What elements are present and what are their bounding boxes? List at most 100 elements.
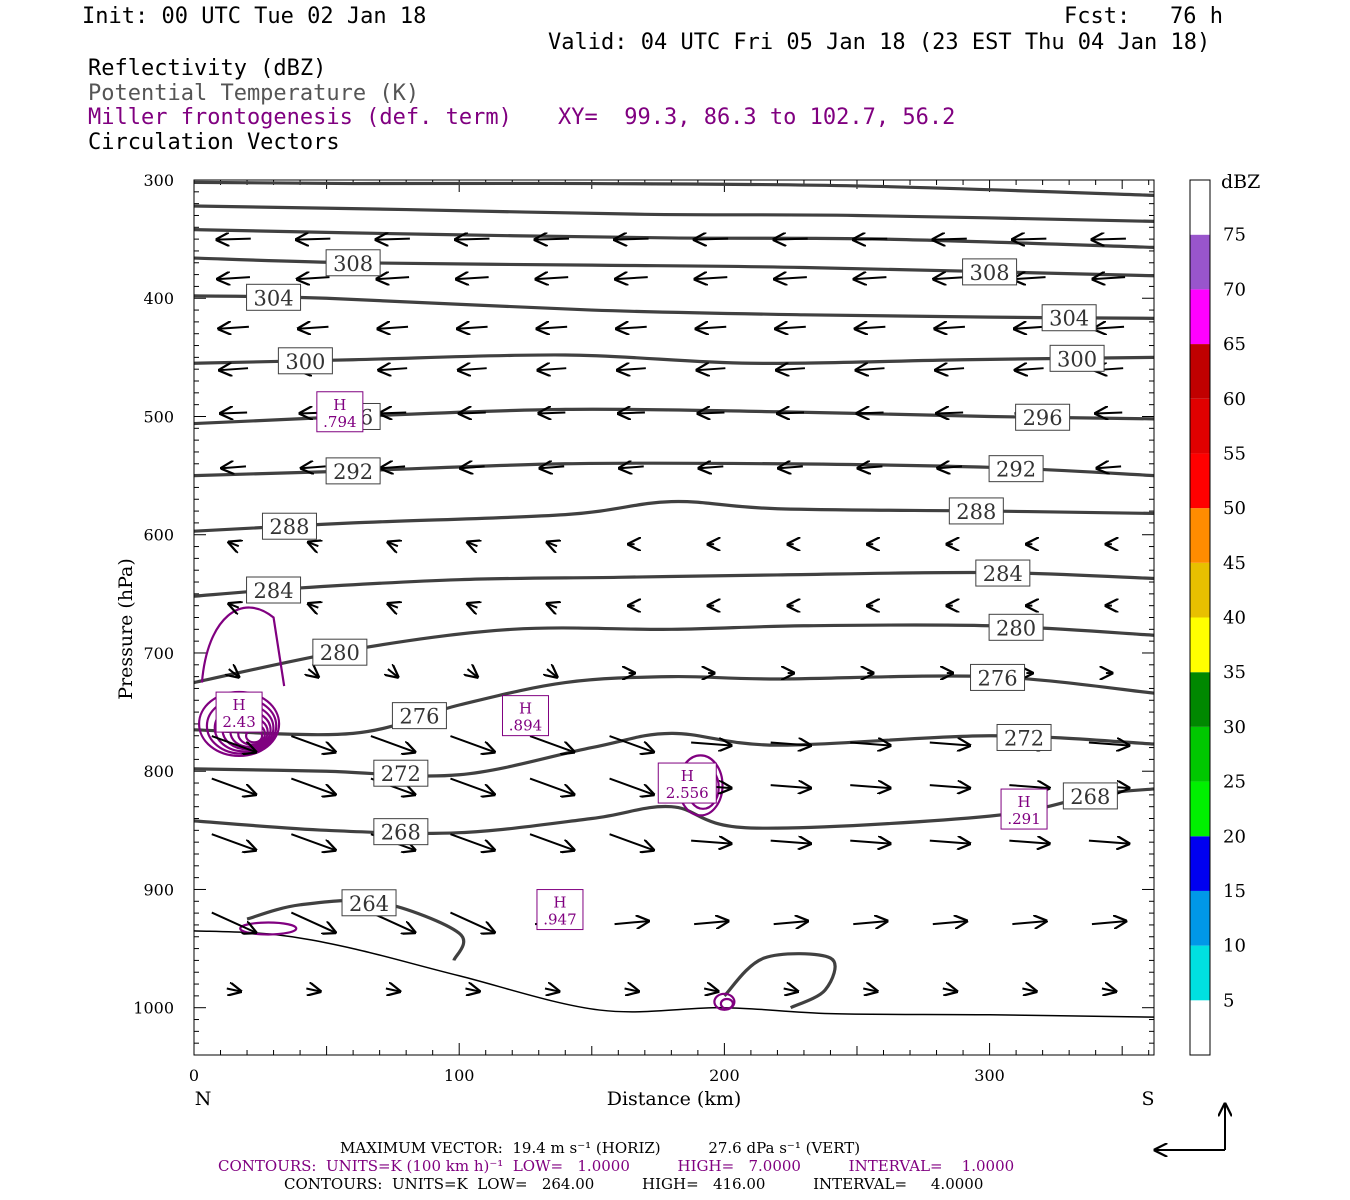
x-tick-label: 0 (189, 1066, 199, 1085)
colorbar-cell (1190, 453, 1210, 509)
theta-contour-label: 284 (246, 576, 302, 604)
colorbar-cell (1190, 398, 1210, 454)
circulation-vector-arrow (695, 277, 728, 279)
y-tick-label: 600 (143, 526, 174, 545)
circulation-vector-arrow (376, 239, 410, 240)
circulation-vector-arrow (1097, 466, 1122, 468)
svg-text:H: H (519, 700, 532, 718)
axis-ticks: 300 400 500 600 700 800 900 1000 0 100 200 300 (133, 171, 1154, 1085)
circulation-vector-arrow (932, 921, 967, 924)
theta-contour-label: 284 (975, 559, 1031, 587)
svg-text:280: 280 (320, 641, 360, 665)
theta-contour-label: 292 (325, 457, 381, 485)
colorbar-level-label: 55 (1223, 443, 1246, 464)
svg-text:2.556: 2.556 (666, 784, 709, 802)
theta-contour-label: 280 (312, 638, 368, 666)
circulation-vector-arrow (694, 239, 729, 240)
circulation-vector-arrow (222, 466, 247, 468)
circulation-vector-arrow (290, 833, 335, 850)
circulation-vector-arrow (459, 412, 486, 413)
frontogenesis-max-label: H.794 (316, 391, 364, 433)
circulation-vector-arrow (298, 327, 329, 329)
circulation-vector-arrow (535, 239, 570, 240)
circulation-vector-arrow (450, 777, 494, 795)
colorbar-level-label: 15 (1223, 881, 1246, 902)
x-tick-label: 200 (709, 1066, 740, 1085)
field-circulation-vectors: Circulation Vectors (88, 130, 340, 155)
circulation-vector-arrow (217, 239, 251, 240)
theta-contour-label: 300 (277, 347, 333, 375)
footer-contours-frontogenesis: CONTOURS: UNITS=K (100 km h)⁻¹ LOW= 1.00… (218, 1157, 1015, 1175)
cross-section-endpoints: XY= 99.3, 86.3 to 102.7, 56.2 (558, 105, 956, 130)
svg-text:272: 272 (1004, 726, 1044, 750)
theta-contour-label: 268 (373, 818, 429, 846)
colorbar-cell (1190, 890, 1210, 946)
valid-time: Valid: 04 UTC Fri 05 Jan 18 (23 EST Thu … (548, 30, 1211, 55)
circulation-vector-arrow (377, 277, 410, 279)
svg-text:268: 268 (381, 821, 421, 845)
theta-contour-line (194, 228, 1154, 249)
circulation-vector-arrow (450, 735, 494, 752)
circulation-vector-arrow (450, 911, 494, 933)
circulation-vector-arrow (1014, 327, 1045, 329)
circulation-vector-arrow (609, 777, 654, 795)
svg-text:296: 296 (1023, 406, 1063, 430)
colorbar-level-label: 25 (1223, 772, 1246, 793)
frontogenesis-max-label: H.947 (536, 889, 584, 931)
colorbar-cell (1190, 289, 1210, 345)
circulation-vector-arrow (1088, 841, 1129, 844)
svg-text:300: 300 (285, 350, 325, 374)
theta-contour-label: 276 (391, 702, 447, 730)
circulation-vector-arrow (529, 833, 574, 850)
circulation-vector-arrow (934, 277, 967, 279)
svg-text:292: 292 (333, 460, 373, 484)
circulation-vector-arrow (935, 327, 965, 329)
circulation-vector-arrow (619, 466, 644, 468)
theta-contour-label: 308 (325, 249, 381, 277)
theta-contour-label: 268 (1062, 782, 1118, 810)
colorbar-level-label: 60 (1223, 389, 1246, 410)
plot-frame (193, 179, 1155, 1056)
circulation-vector-arrow (381, 466, 406, 468)
circulation-vector-arrow (370, 735, 415, 752)
colorbar-title: dBZ (1221, 171, 1260, 193)
circulation-vector-arrow (1015, 368, 1044, 370)
footer-contours-theta: CONTOURS: UNITS=K LOW= 264.00 HIGH= 416.… (284, 1175, 984, 1193)
field-frontogenesis: Miller frontogenesis (def. term) (88, 105, 512, 130)
circulation-vector-arrow (616, 327, 647, 329)
circulation-vector-arrow (229, 604, 239, 608)
circulation-vector-arrow (290, 777, 335, 795)
colorbar-level-label: 45 (1223, 553, 1246, 574)
theta-contour-line (194, 731, 1154, 778)
colorbar-level-label: 30 (1223, 717, 1246, 738)
circulation-vector-arrow (211, 735, 256, 752)
frontogenesis-max-label: H2.556 (657, 762, 717, 804)
circulation-vector-arrow (1091, 921, 1126, 924)
circulation-vector-arrow (380, 412, 407, 413)
circulation-vector-arrow (614, 921, 649, 924)
circulation-vector-arrow (211, 833, 256, 850)
circulation-vector-arrow (218, 277, 251, 279)
circulation-vector-arrow (1094, 327, 1125, 329)
theta-contour-label: 300 (1049, 344, 1105, 372)
frontogenesis-contour-ring (200, 606, 286, 687)
colorbar-level-label: 35 (1223, 662, 1246, 683)
circulation-vector-arrow (290, 735, 335, 752)
circulation-vector-arrow (696, 327, 727, 329)
theta-contour-line (194, 353, 1154, 365)
circulation-vector-arrow (775, 277, 807, 279)
circulation-vector-arrow (776, 327, 806, 329)
circulation-vector-arrow (1093, 277, 1126, 279)
theta-contour-label: 296 (1015, 403, 1071, 431)
circulation-vector-arrow (378, 327, 409, 329)
colorbar: 5 10 15 20 25 30 35 40 45 50 55 60 65 70 75 dBZ (1189, 171, 1260, 1056)
circulation-vector-arrow (308, 542, 318, 546)
circulation-vector-arrow (529, 735, 574, 752)
colorbar-level-label: 50 (1223, 498, 1246, 519)
circulation-vector-arrow (858, 466, 883, 468)
y-tick-label: 300 (143, 171, 174, 190)
frontogenesis-contour-ring (239, 921, 298, 936)
circulation-vector-arrow (776, 368, 806, 370)
circulation-vector-arrow (783, 988, 798, 991)
x-end-right: S (1141, 1088, 1154, 1110)
